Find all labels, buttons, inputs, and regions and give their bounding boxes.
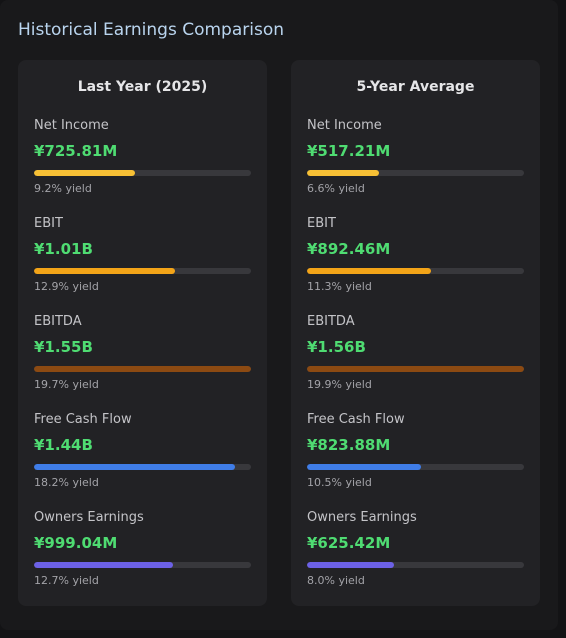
progress-bar-track [34, 170, 251, 176]
metric-ebitda: EBITDA ¥1.55B 19.7% yield [34, 314, 251, 412]
metric-value: ¥1.56B [307, 338, 366, 356]
metric-value: ¥823.88M [307, 436, 391, 454]
card-last-year: Last Year (2025) Net Income ¥725.81M 9.2… [18, 60, 267, 606]
metric-ebit: EBIT ¥892.46M 11.3% yield [307, 216, 524, 314]
metric-owners-earnings: Owners Earnings ¥999.04M 12.7% yield [34, 510, 251, 608]
progress-bar-track [307, 562, 524, 568]
metric-label: EBIT [34, 216, 63, 231]
metric-label: EBITDA [34, 314, 82, 329]
card-five-year-average: 5-Year Average Net Income ¥517.21M 6.6% … [291, 60, 540, 606]
metric-yield: 8.0% yield [307, 574, 365, 587]
metric-yield: 18.2% yield [34, 476, 99, 489]
card-title: Last Year (2025) [77, 79, 208, 95]
section-heading: Historical Earnings Comparison [18, 20, 284, 40]
earnings-comparison-panel: Historical Earnings Comparison Last Year… [18, 20, 540, 606]
metric-label: Free Cash Flow [34, 412, 132, 427]
metric-free-cash-flow: Free Cash Flow ¥1.44B 18.2% yield [34, 412, 251, 510]
metric-label: Owners Earnings [307, 510, 417, 525]
metric-yield: 19.7% yield [34, 378, 99, 391]
metric-yield: 10.5% yield [307, 476, 372, 489]
progress-bar-track [34, 464, 251, 470]
metric-net-income: Net Income ¥517.21M 6.6% yield [307, 118, 524, 216]
metric-label: EBITDA [307, 314, 355, 329]
progress-bar-fill [307, 366, 524, 372]
progress-bar-fill [34, 366, 251, 372]
metric-value: ¥999.04M [34, 534, 118, 552]
metric-yield: 9.2% yield [34, 182, 92, 195]
card-title: 5-Year Average [356, 79, 475, 95]
progress-bar-fill [34, 268, 176, 274]
progress-bar-track [307, 464, 524, 470]
metric-yield: 19.9% yield [307, 378, 372, 391]
metric-label: Net Income [307, 118, 382, 133]
metric-yield: 12.7% yield [34, 574, 99, 587]
progress-bar-fill [307, 170, 379, 176]
progress-bar-track [34, 562, 251, 568]
progress-bar-fill [307, 562, 394, 568]
progress-bar-fill [34, 562, 173, 568]
progress-bar-fill [34, 170, 135, 176]
metric-yield: 6.6% yield [307, 182, 365, 195]
metric-yield: 11.3% yield [307, 280, 372, 293]
metric-owners-earnings: Owners Earnings ¥625.42M 8.0% yield [307, 510, 524, 608]
progress-bar-track [307, 268, 524, 274]
progress-bar-fill [34, 464, 235, 470]
metric-label: EBIT [307, 216, 336, 231]
metric-value: ¥725.81M [34, 142, 118, 160]
progress-bar-track [34, 366, 251, 372]
metric-yield: 12.9% yield [34, 280, 99, 293]
metric-label: Owners Earnings [34, 510, 144, 525]
metric-value: ¥517.21M [307, 142, 391, 160]
progress-bar-track [307, 366, 524, 372]
metric-free-cash-flow: Free Cash Flow ¥823.88M 10.5% yield [307, 412, 524, 510]
metric-label: Net Income [34, 118, 109, 133]
metric-ebit: EBIT ¥1.01B 12.9% yield [34, 216, 251, 314]
metric-value: ¥892.46M [307, 240, 391, 258]
progress-bar-fill [307, 464, 421, 470]
metric-value: ¥1.44B [34, 436, 93, 454]
metric-label: Free Cash Flow [307, 412, 405, 427]
progress-bar-track [34, 268, 251, 274]
metric-value: ¥1.55B [34, 338, 93, 356]
metric-ebitda: EBITDA ¥1.56B 19.9% yield [307, 314, 524, 412]
metric-value: ¥625.42M [307, 534, 391, 552]
progress-bar-fill [307, 268, 431, 274]
progress-bar-track [307, 170, 524, 176]
metric-value: ¥1.01B [34, 240, 93, 258]
metric-net-income: Net Income ¥725.81M 9.2% yield [34, 118, 251, 216]
